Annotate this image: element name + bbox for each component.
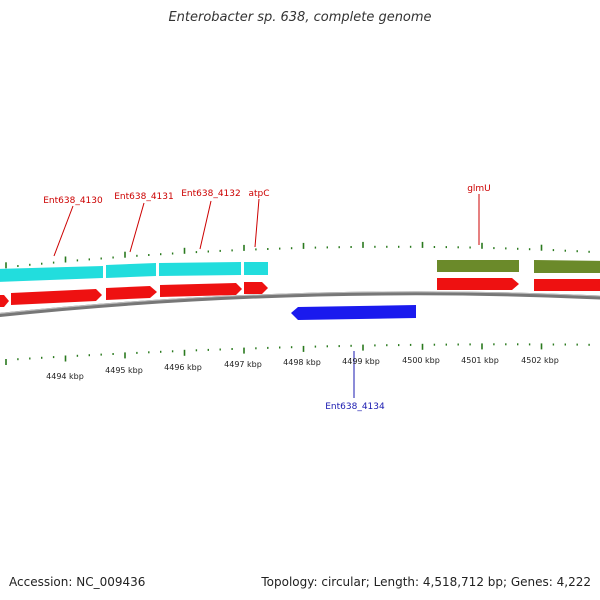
gene-feature-olive[interactable]: [534, 260, 600, 273]
scale-label: 4499 kbp: [342, 357, 380, 366]
cds-feature[interactable]: [11, 289, 102, 305]
scale-label: 4497 kbp: [224, 360, 262, 369]
cds-track-plus: [0, 278, 600, 307]
gene-label[interactable]: Ent638_4134: [325, 402, 385, 412]
gene-label[interactable]: Ent638_4131: [114, 192, 174, 202]
cds-feature[interactable]: [106, 286, 157, 300]
cds-feature[interactable]: [160, 283, 242, 297]
cds-feature-minus[interactable]: [291, 305, 416, 320]
cds-feature[interactable]: [0, 295, 9, 307]
genome-backbone: [0, 291, 600, 317]
gene-feature-cyan[interactable]: [0, 266, 103, 282]
gene-label[interactable]: atpC: [248, 189, 269, 199]
scale-label: 4501 kbp: [461, 356, 499, 365]
scale-label: 4500 kbp: [402, 356, 440, 365]
gene-feature-olive[interactable]: [437, 260, 519, 272]
map-title: Enterobacter sp. 638, complete genome: [168, 10, 432, 25]
scale-label: 4498 kbp: [283, 358, 321, 367]
cds-feature[interactable]: [244, 282, 268, 294]
cds-feature[interactable]: [437, 278, 519, 290]
gene-track-plus: [0, 260, 600, 282]
cds-feature[interactable]: [534, 279, 600, 291]
genome-backbone-highlight: [0, 291, 600, 314]
scale-label: 4494 kbp: [46, 372, 84, 381]
gene-feature-cyan[interactable]: [159, 262, 241, 276]
gene-feature-cyan[interactable]: [106, 263, 156, 278]
scale-label: 4496 kbp: [164, 363, 202, 372]
accession-text: Accession: NC_009436: [9, 575, 146, 589]
label-leader-lines: [53, 194, 480, 398]
scale-labels: 4494 kbp 4495 kbp 4496 kbp 4497 kbp 4498…: [46, 356, 559, 381]
gene-feature-cyan[interactable]: [244, 262, 268, 275]
scale-label: 4495 kbp: [105, 366, 143, 375]
gene-labels: Ent638_4130 Ent638_4131 Ent638_4132 atpC…: [43, 184, 491, 412]
gene-label[interactable]: Ent638_4130: [43, 196, 103, 206]
inner-tick-row: [5, 343, 590, 365]
scale-label: 4502 kbp: [521, 356, 559, 365]
genome-stats-text: Topology: circular; Length: 4,518,712 bp…: [261, 575, 591, 589]
gene-label[interactable]: Ent638_4132: [181, 189, 241, 199]
gene-label[interactable]: glmU: [467, 184, 491, 194]
outer-tick-row: [5, 241, 590, 269]
